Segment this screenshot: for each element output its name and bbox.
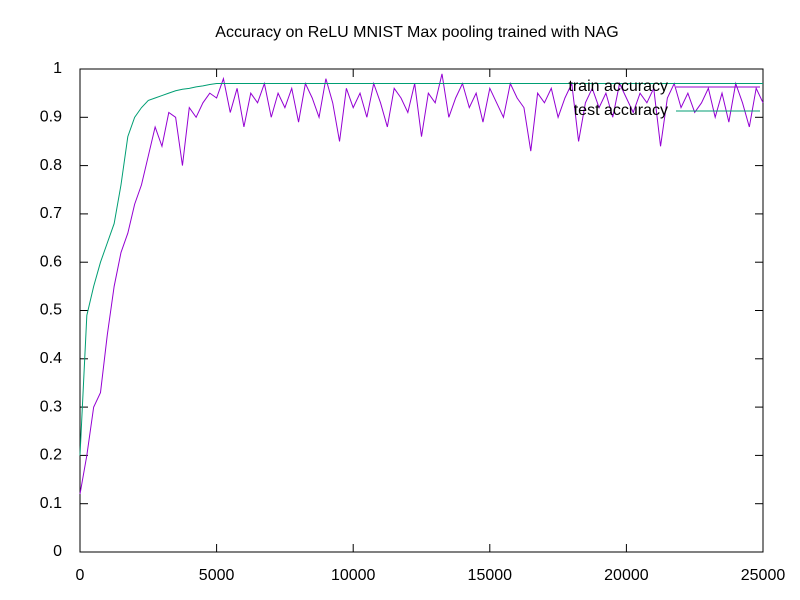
x-tick-label: 5000 [199,567,235,584]
y-tick-label: 0 [53,543,62,560]
x-tick-label: 0 [76,567,85,584]
series-line [79,82,763,456]
x-tick-label: 10000 [331,567,376,584]
x-tick-label: 15000 [468,567,513,584]
plot-border [79,68,764,553]
chart-title: Accuracy on ReLU MNIST Max pooling train… [215,24,618,41]
x-tick-label: 20000 [604,567,649,584]
legend-label: train accuracy [568,78,668,95]
y-tick-label: 0.5 [40,302,62,319]
y-tick-label: 0.9 [40,109,62,126]
y-tick-label: 0.3 [40,398,62,415]
y-tick-label: 0.7 [40,205,62,222]
series-line [79,73,764,495]
y-tick-label: 1 [53,60,62,77]
y-tick-label: 0.8 [40,157,62,174]
y-tick-label: 0.4 [40,350,62,367]
y-tick-label: 0.6 [40,253,62,270]
y-tick-label: 0.1 [40,495,62,512]
x-tick-label: 25000 [741,567,786,584]
y-tick-label: 0.2 [40,447,62,464]
legend-label: test accuracy [574,102,668,119]
